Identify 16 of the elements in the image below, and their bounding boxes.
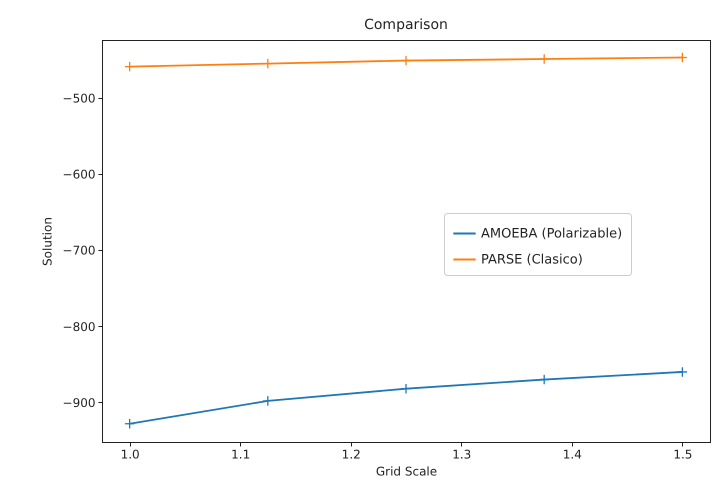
y-tick-label: −800: [62, 320, 96, 334]
x-axis-title: Grid Scale: [376, 464, 438, 478]
y-axis-title: Solution: [40, 217, 55, 266]
x-tick-label: 1.4: [562, 448, 582, 462]
x-tick-label: 1.0: [120, 448, 140, 462]
y-tick-label: −900: [62, 396, 96, 410]
legend-label: AMOEBA (Polarizable): [481, 226, 622, 242]
y-tick-label: −700: [62, 244, 96, 258]
x-tick-label: 1.3: [452, 448, 472, 462]
legend-label: PARSE (Clasico): [481, 252, 583, 268]
y-tick-label: −600: [62, 168, 96, 182]
x-tick-label: 1.1: [231, 448, 250, 462]
chart-title: Comparison: [364, 17, 448, 33]
y-tick-label: −500: [62, 91, 96, 106]
x-tick-label: 1.2: [342, 448, 361, 462]
x-tick-label: 1.5: [673, 448, 692, 462]
